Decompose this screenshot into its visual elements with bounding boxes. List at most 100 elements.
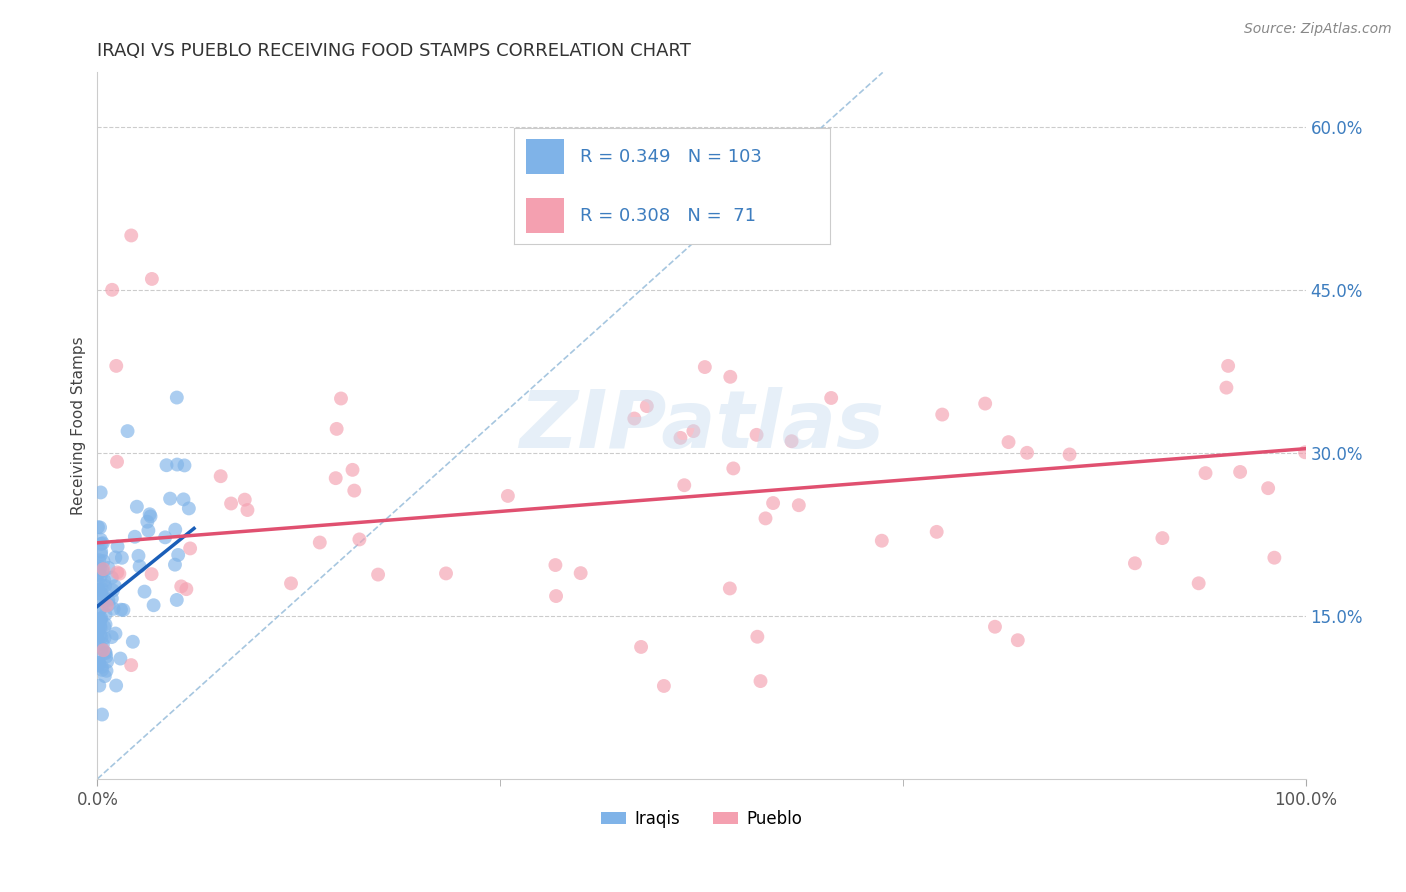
Point bbox=[100, 630, 122, 644]
Point bbox=[1194, 466, 1216, 480]
Point bbox=[718, 369, 741, 384]
Point bbox=[91, 536, 114, 550]
Point bbox=[96, 599, 118, 613]
Point bbox=[325, 471, 347, 485]
Point bbox=[166, 458, 188, 472]
Point bbox=[87, 624, 110, 638]
Point bbox=[1123, 556, 1146, 570]
Point bbox=[1007, 633, 1029, 648]
Point bbox=[87, 615, 110, 629]
Point bbox=[90, 612, 112, 626]
Point bbox=[330, 392, 353, 406]
Point bbox=[128, 559, 150, 574]
Point bbox=[931, 408, 953, 422]
Point bbox=[630, 640, 652, 654]
Point bbox=[107, 540, 129, 554]
Point bbox=[90, 659, 112, 673]
Point bbox=[1294, 445, 1316, 459]
Point bbox=[342, 463, 364, 477]
Point bbox=[90, 600, 112, 615]
Point bbox=[101, 583, 124, 598]
Point bbox=[89, 562, 111, 576]
Point bbox=[90, 537, 112, 551]
Point bbox=[87, 567, 110, 582]
Point bbox=[121, 634, 143, 648]
Point bbox=[104, 579, 127, 593]
Point bbox=[173, 492, 195, 507]
Point bbox=[623, 411, 645, 425]
Point bbox=[90, 621, 112, 635]
Point bbox=[90, 611, 112, 625]
Point bbox=[1015, 446, 1038, 460]
Point bbox=[89, 560, 111, 574]
Point bbox=[104, 626, 127, 640]
Text: IRAQI VS PUEBLO RECEIVING FOOD STAMPS CORRELATION CHART: IRAQI VS PUEBLO RECEIVING FOOD STAMPS CO… bbox=[97, 42, 692, 60]
Point bbox=[153, 530, 176, 544]
Point bbox=[155, 458, 177, 473]
Point bbox=[179, 541, 201, 556]
Point bbox=[173, 458, 195, 473]
Point bbox=[167, 548, 190, 562]
Point bbox=[673, 478, 696, 492]
Point bbox=[1263, 550, 1285, 565]
Point bbox=[349, 533, 371, 547]
Point bbox=[136, 515, 159, 529]
Point bbox=[280, 576, 302, 591]
Text: R = 0.308   N =  71: R = 0.308 N = 71 bbox=[579, 207, 756, 225]
Point bbox=[101, 570, 124, 584]
Point bbox=[105, 566, 128, 580]
Point bbox=[90, 533, 112, 547]
Point bbox=[90, 548, 112, 562]
Point bbox=[669, 431, 692, 445]
Point bbox=[745, 427, 768, 442]
Text: Source: ZipAtlas.com: Source: ZipAtlas.com bbox=[1244, 22, 1392, 37]
Point bbox=[780, 434, 803, 449]
Point bbox=[1216, 359, 1239, 373]
Point bbox=[111, 550, 134, 565]
Text: R = 0.349   N = 103: R = 0.349 N = 103 bbox=[579, 148, 762, 167]
Point bbox=[141, 567, 163, 582]
Point bbox=[997, 435, 1019, 450]
Point bbox=[749, 674, 772, 689]
Point bbox=[87, 582, 110, 597]
Point bbox=[1152, 531, 1174, 545]
Point bbox=[170, 579, 193, 593]
Point bbox=[176, 582, 198, 596]
Point bbox=[165, 523, 187, 537]
Point bbox=[93, 562, 115, 576]
Point bbox=[94, 579, 117, 593]
Point bbox=[90, 582, 112, 597]
Point bbox=[96, 649, 118, 664]
Point bbox=[97, 593, 120, 607]
Point bbox=[87, 657, 110, 672]
Point bbox=[90, 641, 112, 656]
Point bbox=[105, 359, 128, 373]
Point bbox=[94, 617, 117, 632]
Point bbox=[94, 669, 117, 683]
Point bbox=[120, 228, 142, 243]
Point bbox=[209, 469, 232, 483]
Point bbox=[91, 563, 114, 577]
Bar bbox=[526, 139, 564, 174]
Point bbox=[233, 492, 256, 507]
Point bbox=[142, 599, 165, 613]
Point bbox=[87, 656, 110, 670]
Point bbox=[93, 643, 115, 657]
Point bbox=[693, 359, 716, 374]
Point bbox=[138, 524, 160, 538]
Point bbox=[682, 424, 704, 438]
Point bbox=[89, 679, 111, 693]
Point bbox=[90, 587, 112, 601]
Point bbox=[90, 587, 112, 601]
Point bbox=[90, 630, 112, 644]
Point bbox=[87, 632, 110, 647]
Point bbox=[89, 603, 111, 617]
Point bbox=[820, 391, 842, 405]
Point bbox=[141, 272, 163, 286]
Point bbox=[93, 554, 115, 568]
Point bbox=[105, 679, 128, 693]
Point bbox=[87, 626, 110, 640]
Point bbox=[762, 496, 785, 510]
Point bbox=[97, 561, 120, 575]
Point bbox=[308, 535, 330, 549]
